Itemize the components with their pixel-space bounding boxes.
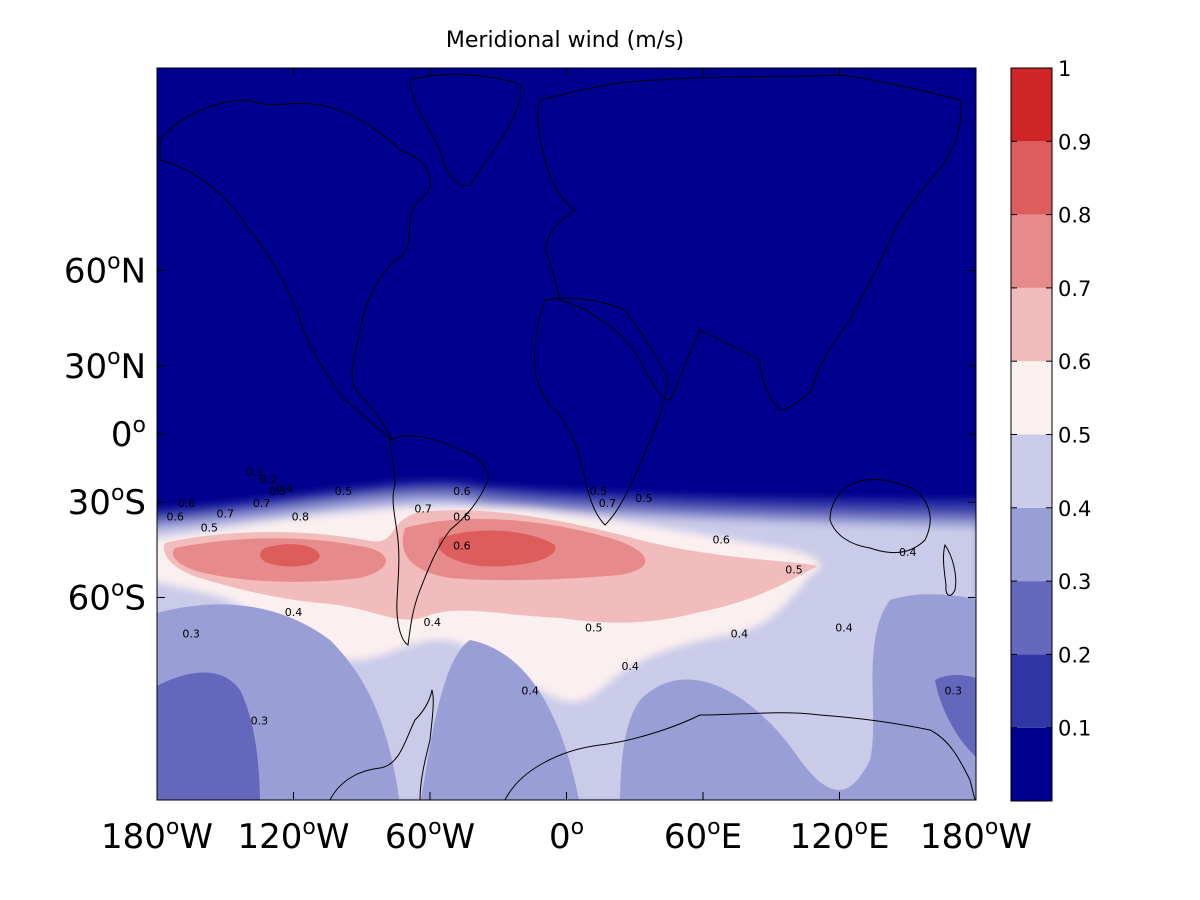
colorbar-band bbox=[1011, 214, 1052, 288]
colorbar-band bbox=[1011, 581, 1052, 655]
contour-label: 0.1 bbox=[246, 466, 264, 479]
contour-field bbox=[157, 68, 976, 800]
contour-label: 0.3 bbox=[251, 714, 269, 727]
contour-label: 0.4 bbox=[285, 606, 303, 619]
colorbar-band bbox=[1011, 287, 1052, 362]
y-tick-label: 30oS bbox=[68, 481, 146, 523]
colorbar: 0.1 0.2 0.3 0.4 0.5 0.6 0.7 0.8 0.9 1 bbox=[1010, 57, 1091, 802]
colorbar-band bbox=[1011, 68, 1052, 142]
contour-label: 0.5 bbox=[635, 492, 653, 505]
contour-label: 0.6 bbox=[178, 497, 196, 510]
coast-australia bbox=[829, 479, 931, 553]
colorbar-band bbox=[1011, 141, 1052, 215]
colorbar-band bbox=[1011, 507, 1052, 582]
contour-label: 0.3 bbox=[945, 684, 963, 697]
contour-label: 0.6 bbox=[453, 510, 471, 523]
chart-title: Meridional wind (m/s) bbox=[446, 28, 684, 53]
contour-label: 0.7 bbox=[217, 508, 235, 521]
contour-label: 0.4 bbox=[835, 622, 853, 635]
contour-label: 0.3 bbox=[269, 485, 287, 498]
y-tick-label: 60oN bbox=[64, 250, 146, 292]
field-level-0.8 bbox=[260, 530, 556, 567]
x-tick-label: 180oW bbox=[920, 815, 1032, 857]
contour-label: 0.5 bbox=[201, 522, 219, 535]
colorbar-tick-label: 0.1 bbox=[1058, 717, 1091, 741]
contour-label: 0.5 bbox=[335, 485, 353, 498]
contour-label: 0.4 bbox=[521, 684, 539, 697]
contour-labels: 0.60.6 0.70.70.80.50.10.20.40.3 0.5 0.60.70… bbox=[166, 466, 962, 728]
contour-label: 0.6 bbox=[453, 485, 471, 498]
contour-label: 0.7 bbox=[414, 502, 432, 515]
colorbar-tick-label: 0.6 bbox=[1058, 350, 1091, 374]
contour-label: 0.4 bbox=[899, 546, 917, 559]
field-level-0.3-south bbox=[157, 594, 976, 800]
y-axis: 60oN 30oN 0o 30oS 60oS bbox=[64, 250, 976, 618]
contour-label: 0.6 bbox=[712, 533, 730, 546]
x-tick-label: 120oW bbox=[238, 815, 350, 857]
x-tick-label: 120oE bbox=[790, 815, 890, 857]
contour-label: 0.2 bbox=[260, 473, 278, 486]
contour-label: 0.7 bbox=[599, 497, 617, 510]
colorbar-tick-label: 1 bbox=[1058, 57, 1071, 81]
coast-new-zealand bbox=[942, 543, 957, 596]
coast-greenland bbox=[409, 74, 522, 187]
x-axis: 180oW 120oW 60oW 0o 60oE 120oE 180oW bbox=[101, 68, 1032, 857]
contour-label: 0.4 bbox=[424, 616, 442, 629]
y-tick-label: 0o bbox=[111, 413, 146, 455]
contour-label: 0.7 bbox=[253, 497, 271, 510]
colorbar-tick-label: 0.4 bbox=[1058, 497, 1091, 521]
x-tick-label: 60oE bbox=[664, 815, 742, 857]
contour-label: 0.4 bbox=[731, 627, 749, 640]
colorbar-tick-label: 0.9 bbox=[1058, 130, 1091, 154]
coast-north-america bbox=[159, 99, 431, 441]
coast-antarctica bbox=[329, 689, 976, 800]
y-tick-label: 30oN bbox=[64, 345, 146, 387]
colorbar-band bbox=[1011, 434, 1052, 508]
colorbar-band bbox=[1011, 654, 1052, 728]
colorbar-tick-label: 0.2 bbox=[1058, 643, 1091, 667]
contour-label: 0.5 bbox=[585, 622, 603, 635]
contour-label: 0.4 bbox=[621, 660, 639, 673]
contour-label: 0.4 bbox=[276, 482, 294, 495]
x-tick-label: 180oW bbox=[101, 815, 213, 857]
colorbar-tick-label: 0.3 bbox=[1058, 570, 1091, 594]
y-tick-label: 60oS bbox=[68, 576, 146, 618]
coast-south-america bbox=[389, 435, 489, 646]
colorbar-tick-label: 0.5 bbox=[1058, 424, 1091, 448]
x-tick-label: 60oW bbox=[385, 815, 475, 857]
colorbar-band bbox=[1011, 361, 1052, 435]
contour-label: 0.5 bbox=[785, 564, 803, 577]
contour-label: 0.8 bbox=[292, 510, 310, 523]
colorbar-tick-label: 0.7 bbox=[1058, 277, 1091, 301]
contour-label: 0.3 bbox=[182, 627, 200, 640]
colorbar-tick-label: 0.8 bbox=[1058, 204, 1091, 228]
contour-label: 0.5 bbox=[590, 485, 608, 498]
field-level-0.2-south bbox=[157, 672, 976, 800]
coast-europe-asia bbox=[537, 74, 962, 411]
coast-africa bbox=[534, 297, 669, 526]
x-tick-label: 0o bbox=[549, 815, 584, 857]
contour-label: 0.6 bbox=[166, 510, 184, 523]
contour-label: 0.6 bbox=[453, 540, 471, 553]
coastlines bbox=[159, 74, 976, 800]
colorbar-band bbox=[1011, 727, 1052, 801]
